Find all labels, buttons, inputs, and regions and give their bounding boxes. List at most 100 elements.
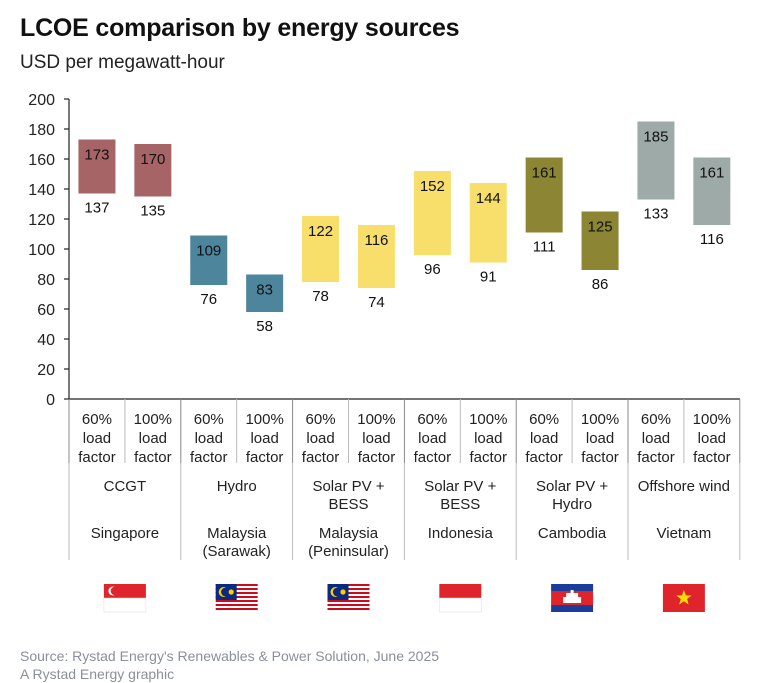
credit-note: A Rystad Energy graphic (20, 666, 175, 682)
country-label: Vietnam (657, 525, 712, 542)
load-factor-label: load (195, 430, 223, 447)
country-label: Singapore (91, 525, 159, 542)
load-factor-label: 100% (469, 411, 507, 428)
load-factor-label: factor (414, 449, 452, 466)
flag-stripe (327, 608, 370, 610)
load-factor-label: load (139, 430, 167, 447)
country-label: Malaysia (207, 525, 267, 542)
y-tick-label: 180 (28, 122, 55, 139)
load-factor-label: load (586, 430, 614, 447)
load-factor-label: factor (78, 449, 116, 466)
load-factor-label: load (83, 430, 111, 447)
flag-band (103, 597, 147, 613)
energy-source-label: Solar PV + (424, 478, 496, 495)
country-label: Cambodia (538, 525, 607, 542)
energy-source-label: Solar PV + (536, 478, 608, 495)
crescent-shape (110, 586, 120, 596)
range-bar (693, 157, 731, 225)
flag-stripe (215, 592, 258, 594)
range-bar (302, 216, 340, 282)
load-factor-label: factor (190, 449, 228, 466)
bar-low-label: 111 (533, 239, 556, 256)
flag-stripe (215, 608, 258, 610)
bar-low-label: 91 (480, 269, 497, 286)
energy-source-label: Hydro (552, 496, 592, 513)
energy-source-label: BESS (328, 496, 368, 513)
y-tick-label: 200 (28, 92, 55, 109)
range-bar (78, 139, 116, 194)
load-factor-label: 60% (417, 411, 447, 428)
vietnam-flag (662, 584, 705, 612)
energy-source-label: Offshore wind (638, 478, 730, 495)
flag-stripe (215, 584, 258, 586)
bar-high-label: 116 (364, 232, 388, 249)
range-bar (134, 144, 172, 197)
range-bar (246, 274, 284, 312)
indonesia-flag (439, 584, 482, 613)
load-factor-label: factor (134, 449, 172, 466)
bar-high-label: 144 (476, 190, 501, 207)
bar-low-label: 135 (140, 203, 165, 220)
bar-low-label: 137 (84, 200, 109, 217)
flag-stripe (215, 588, 258, 590)
y-tick-label: 120 (28, 212, 55, 229)
country-label: (Peninsular) (308, 543, 389, 560)
load-factor-label: 100% (245, 411, 283, 428)
flag-stripe (327, 604, 370, 606)
country-label: Malaysia (319, 525, 379, 542)
star-shape (228, 589, 234, 595)
y-tick-label: 20 (37, 362, 55, 379)
flag-stripe (215, 586, 258, 588)
y-tick-label: 160 (28, 152, 55, 169)
bar-high-label: 185 (643, 129, 668, 146)
flag-stripe (215, 596, 258, 598)
flag-stripe (327, 606, 370, 608)
bar-low-label: 78 (312, 288, 329, 305)
flag-band (551, 605, 594, 612)
load-factor-label: 100% (581, 411, 619, 428)
energy-source-label: BESS (440, 496, 480, 513)
bar-low-label: 96 (424, 261, 441, 278)
chart-title: LCOE comparison by energy sources (20, 14, 460, 42)
cambodia-flag (551, 584, 594, 612)
flag-stripe (215, 594, 258, 596)
flag-stripe (327, 600, 370, 602)
flag-stripe (215, 610, 258, 612)
range-bar (190, 235, 228, 285)
load-factor-label: load (306, 430, 334, 447)
bar-high-label: 170 (140, 151, 165, 168)
bar-high-label: 83 (256, 282, 273, 299)
bar-high-label: 122 (308, 223, 333, 240)
temple-shape (563, 597, 582, 603)
country-label: (Sarawak) (203, 543, 271, 560)
crescent-shape (221, 587, 230, 597)
star-shape (676, 590, 692, 605)
load-factor-label: load (474, 430, 502, 447)
y-tick-label: 40 (37, 332, 55, 349)
crescent-shape (332, 587, 342, 597)
flag-band (439, 584, 482, 598)
flag-band (439, 597, 482, 613)
y-tick-label: 0 (46, 392, 55, 409)
bar-low-label: 133 (643, 206, 668, 223)
flag-stripe (215, 602, 258, 604)
range-bar (469, 183, 507, 263)
load-factor-label: factor (581, 449, 619, 466)
load-factor-label: factor (246, 449, 284, 466)
range-bar (637, 121, 675, 200)
temple-shape (566, 593, 579, 597)
load-factor-label: 60% (529, 411, 559, 428)
load-factor-label: load (362, 430, 390, 447)
flag-stripe (215, 606, 258, 608)
load-factor-label: factor (358, 449, 396, 466)
y-tick-label: 60 (37, 302, 55, 319)
load-factor-label: 60% (306, 411, 336, 428)
y-tick-label: 80 (37, 272, 55, 289)
load-factor-label: factor (525, 449, 563, 466)
range-bar (581, 211, 619, 270)
range-bar (525, 157, 563, 233)
bar-high-label: 173 (84, 147, 109, 164)
lcoe-range-chart: 0 20 40 60 80 100 120 140 160 180 200 173 137 60% load… (28, 92, 741, 613)
malaysia-flag (327, 584, 370, 612)
flag-stripe (215, 598, 258, 600)
